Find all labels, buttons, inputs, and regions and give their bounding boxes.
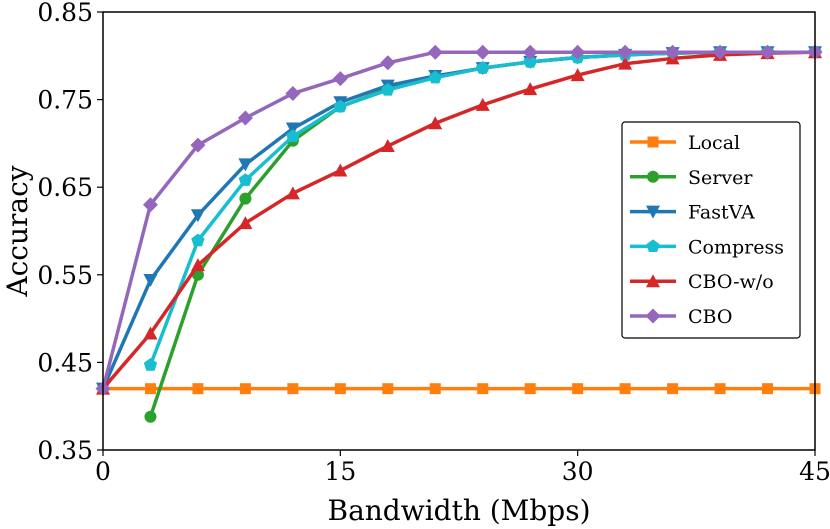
data-point (380, 55, 396, 71)
data-point (380, 139, 395, 153)
data-point (524, 383, 536, 395)
data-point (239, 192, 252, 205)
data-point (617, 44, 633, 60)
data-point (144, 383, 156, 395)
data-point (428, 70, 442, 84)
data-point (285, 122, 300, 136)
data-point (619, 383, 631, 395)
data-point (712, 44, 728, 60)
data-point (190, 258, 205, 272)
data-point (238, 173, 253, 186)
data-point (238, 216, 253, 230)
x-tick-label: 0 (95, 457, 111, 486)
data-point (382, 383, 394, 395)
series-layer (95, 44, 823, 423)
legend-label: FastVA (688, 202, 755, 224)
data-point (144, 410, 157, 423)
plot-frame (102, 11, 816, 451)
data-point (667, 383, 679, 395)
data-point (142, 197, 158, 213)
legend-label: CBO (688, 306, 732, 328)
data-point (760, 44, 776, 60)
y-tick-label: 0.65 (37, 173, 93, 202)
x-axis-label: Bandwidth (Mbps) (328, 494, 591, 527)
y-tick-label: 0.45 (37, 348, 93, 377)
data-point (381, 82, 395, 96)
legend: Local Server FastVA Compress CBO-w/o CBO (621, 121, 801, 339)
legend-marker (646, 205, 660, 219)
data-point (143, 274, 158, 288)
data-point (522, 44, 538, 60)
data-point (286, 129, 300, 143)
y-tick-label: 0.55 (37, 261, 93, 290)
legend-label: Local (688, 132, 740, 154)
legend-item: Local (630, 132, 740, 154)
data-point (618, 56, 633, 70)
axis-ticks: 0 15 30 45 0.35 0.45 0.55 0.65 0.75 0.85 (37, 0, 830, 486)
y-tick-label: 0.35 (37, 436, 93, 465)
data-point (572, 383, 584, 395)
data-point (143, 358, 158, 371)
data-point (477, 383, 489, 395)
y-tick-label: 0.75 (37, 86, 93, 115)
series-cbo (95, 44, 823, 397)
series-line (101, 50, 815, 390)
legend-label: Server (688, 167, 753, 189)
data-point (191, 233, 205, 247)
data-point (192, 383, 204, 395)
data-point (475, 44, 491, 60)
data-point (334, 383, 346, 395)
data-point (285, 85, 301, 101)
legend-item: CBO (630, 306, 732, 328)
data-point (476, 61, 490, 74)
y-tick-label: 0.85 (37, 0, 93, 27)
legend-label: Compress (688, 236, 784, 258)
data-point (332, 71, 348, 87)
legend-marker (645, 308, 661, 324)
data-point (285, 186, 300, 200)
data-point (238, 158, 253, 172)
data-point (427, 44, 443, 60)
data-point (287, 383, 299, 395)
y-axis-label: Accuracy (1, 165, 34, 297)
data-point (237, 110, 253, 126)
data-point (333, 163, 348, 177)
series-local (97, 383, 821, 395)
x-tick-label: 15 (324, 457, 356, 486)
data-point (570, 68, 585, 82)
data-point (143, 326, 158, 340)
data-point (523, 54, 537, 68)
legend-item: FastVA (630, 202, 755, 224)
legend-item: CBO-w/o (630, 271, 774, 293)
legend-marker (647, 170, 659, 183)
legend-item: Server (630, 167, 753, 189)
legend-marker (646, 274, 660, 288)
legend-label: CBO-w/o (688, 271, 774, 293)
x-tick-label: 30 (562, 457, 594, 486)
data-point (475, 97, 490, 111)
data-point (190, 209, 205, 223)
data-point (714, 383, 726, 395)
data-point (428, 116, 443, 130)
data-point (523, 82, 538, 96)
data-point (570, 44, 586, 60)
legend-item: Compress (630, 236, 784, 258)
legend-marker (646, 239, 660, 253)
data-point (333, 99, 347, 113)
data-point (665, 44, 681, 60)
data-point (190, 137, 206, 153)
data-point (239, 383, 251, 395)
x-tick-label: 45 (799, 457, 830, 486)
series-line (101, 50, 816, 390)
legend-marker (647, 136, 659, 148)
data-point (762, 383, 774, 395)
data-point (429, 383, 441, 395)
